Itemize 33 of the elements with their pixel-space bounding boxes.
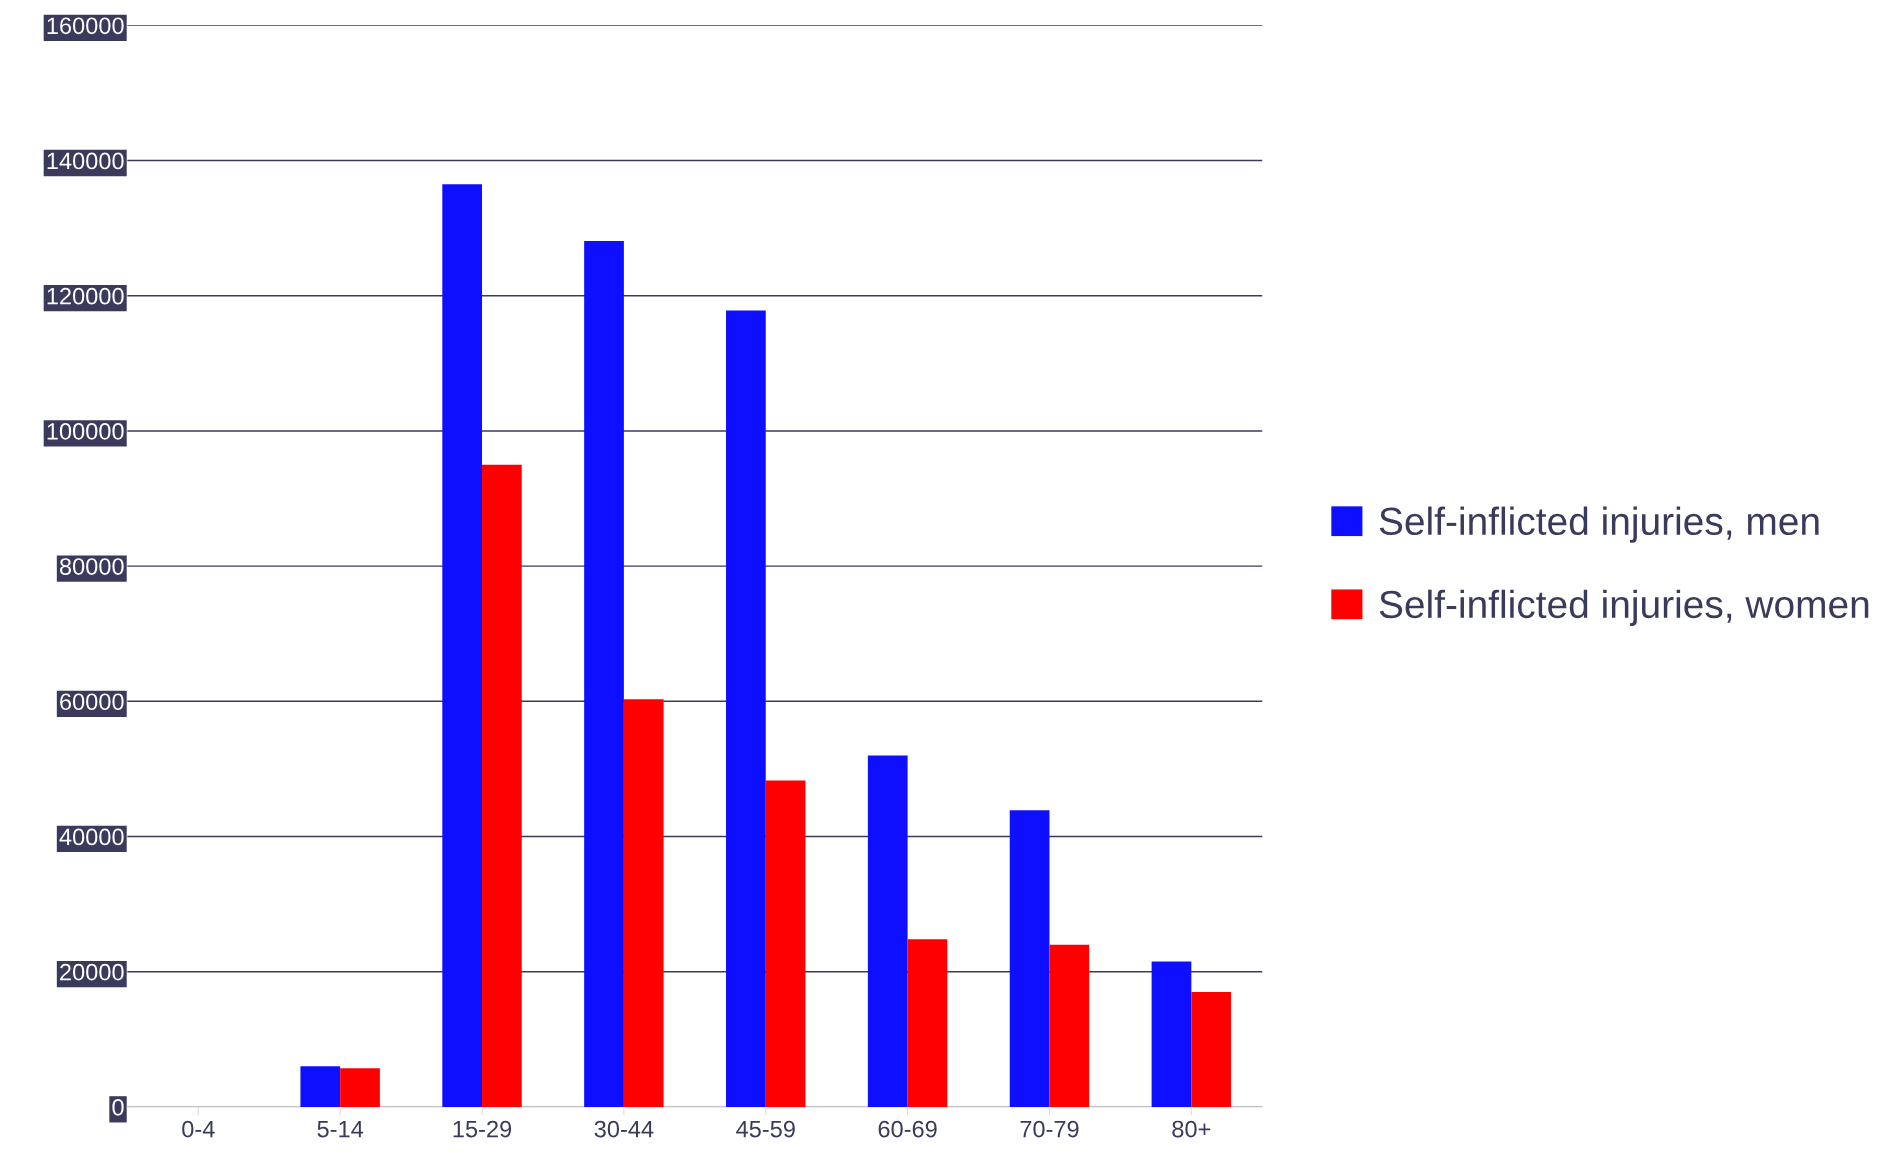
- x-tick-label: 45-59: [736, 1120, 795, 1138]
- bar: [765, 780, 806, 1107]
- bar: [1049, 944, 1090, 1107]
- x-tick-label: 60-69: [878, 1120, 937, 1138]
- bar: [442, 184, 483, 1107]
- bar: [1151, 961, 1192, 1107]
- bar: [584, 240, 624, 1107]
- y-tick-label: 40000: [59, 828, 124, 846]
- y-tick-label: 120000: [47, 287, 124, 305]
- bar: [300, 1066, 341, 1107]
- bar: [340, 1068, 380, 1107]
- x-tick-label: 0-4: [182, 1120, 215, 1138]
- y-tick-label: 80000: [59, 558, 124, 575]
- y-tick-label: 140000: [47, 152, 124, 170]
- y-tick-label: 100000: [47, 423, 124, 440]
- x-tick-label: 70-79: [1020, 1120, 1079, 1138]
- bar: [623, 699, 664, 1107]
- bar: [1009, 810, 1050, 1107]
- x-tick-label: 80+: [1172, 1120, 1211, 1138]
- y-tick-label: 160000: [47, 17, 124, 35]
- y-tick-label: 60000: [60, 693, 124, 711]
- x-tick-label: 30-44: [594, 1120, 654, 1138]
- y-tick-label: 20000: [60, 963, 124, 981]
- y-tick-label: 0: [112, 1098, 124, 1116]
- legend-label: Self-inflicted injuries, women: [1379, 589, 1869, 626]
- bar: [867, 755, 908, 1107]
- x-tick-label: 5-14: [317, 1120, 364, 1138]
- bar: [726, 310, 766, 1107]
- bar: [482, 464, 522, 1107]
- legend-label: Self-inflicted injuries, men: [1379, 506, 1819, 543]
- bar: [1191, 991, 1232, 1107]
- x-tick-label: 15-29: [453, 1120, 512, 1138]
- bar: [907, 939, 948, 1107]
